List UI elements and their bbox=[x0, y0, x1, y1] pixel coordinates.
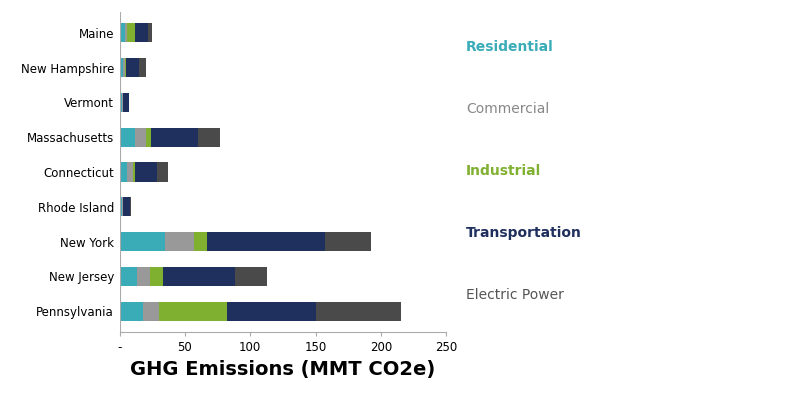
Bar bbox=[126, 58, 139, 77]
Bar bbox=[316, 302, 401, 321]
Bar bbox=[226, 302, 316, 321]
Bar bbox=[139, 58, 146, 77]
Bar bbox=[198, 128, 220, 147]
Bar bbox=[120, 162, 128, 182]
Bar bbox=[120, 128, 135, 147]
Text: Industrial: Industrial bbox=[466, 164, 541, 178]
Bar bbox=[151, 128, 198, 147]
Bar bbox=[125, 23, 128, 42]
Bar bbox=[150, 267, 163, 286]
Bar bbox=[194, 232, 207, 251]
Bar bbox=[143, 302, 159, 321]
Bar bbox=[159, 302, 226, 321]
Bar bbox=[136, 267, 150, 286]
Bar bbox=[120, 302, 143, 321]
Bar bbox=[158, 162, 168, 182]
Bar bbox=[120, 232, 165, 251]
Bar bbox=[130, 197, 132, 216]
Text: Commercial: Commercial bbox=[466, 102, 549, 116]
Bar bbox=[146, 128, 151, 147]
Bar bbox=[135, 128, 146, 147]
Bar bbox=[124, 197, 130, 216]
Text: Transportation: Transportation bbox=[466, 226, 582, 240]
Bar bbox=[207, 232, 324, 251]
Bar bbox=[120, 23, 125, 42]
Bar bbox=[148, 23, 152, 42]
Bar bbox=[135, 23, 148, 42]
Bar bbox=[165, 232, 194, 251]
Bar bbox=[122, 93, 124, 112]
X-axis label: GHG Emissions (MMT CO2e): GHG Emissions (MMT CO2e) bbox=[131, 360, 435, 378]
Bar bbox=[124, 58, 125, 77]
Bar bbox=[324, 232, 371, 251]
Bar bbox=[125, 58, 126, 77]
Bar bbox=[128, 23, 135, 42]
Bar bbox=[120, 267, 136, 286]
Bar bbox=[128, 162, 132, 182]
Text: Residential: Residential bbox=[466, 40, 554, 54]
Bar bbox=[120, 197, 122, 216]
Bar bbox=[124, 93, 128, 112]
Bar bbox=[135, 162, 158, 182]
Bar bbox=[120, 58, 124, 77]
Text: Electric Power: Electric Power bbox=[466, 288, 564, 302]
Bar bbox=[234, 267, 267, 286]
Bar bbox=[163, 267, 234, 286]
Bar bbox=[120, 93, 122, 112]
Bar bbox=[122, 197, 124, 216]
Bar bbox=[132, 162, 135, 182]
